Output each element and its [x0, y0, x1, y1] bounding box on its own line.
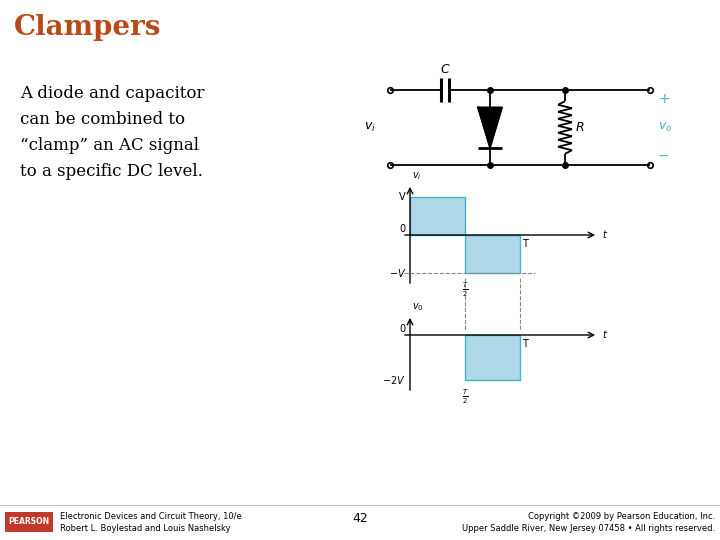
Text: $v_i$: $v_i$ — [412, 170, 422, 182]
Text: Copyright ©2009 by Pearson Education, Inc.
Upper Saddle River, New Jersey 07458 : Copyright ©2009 by Pearson Education, In… — [462, 512, 715, 533]
FancyBboxPatch shape — [5, 512, 53, 532]
Text: Clampers: Clampers — [14, 14, 161, 41]
Text: R: R — [576, 121, 585, 134]
Text: t: t — [602, 330, 606, 340]
Text: V: V — [400, 192, 406, 202]
Text: $-2V$: $-2V$ — [382, 374, 406, 386]
Text: +: + — [658, 92, 670, 106]
Text: $\frac{T}{2}$: $\frac{T}{2}$ — [462, 281, 468, 299]
Text: 0: 0 — [400, 324, 406, 334]
Text: 42: 42 — [352, 512, 368, 525]
Bar — [410, 197, 465, 235]
Text: C: C — [441, 63, 449, 76]
Text: $v_i$: $v_i$ — [364, 121, 376, 134]
Text: −: − — [658, 149, 670, 163]
Bar — [465, 335, 520, 380]
Text: T: T — [522, 239, 528, 249]
Text: $-V$: $-V$ — [389, 267, 406, 279]
Text: Electronic Devices and Circuit Theory, 10/e
Robert L. Boylestad and Louis Nashel: Electronic Devices and Circuit Theory, 1… — [60, 512, 242, 533]
Text: 0: 0 — [400, 224, 406, 234]
Text: $\frac{T}{2}$: $\frac{T}{2}$ — [462, 388, 468, 406]
Bar — [465, 235, 520, 273]
Text: t: t — [602, 230, 606, 240]
Text: A diode and capacitor
can be combined to
“clamp” an AC signal
to a specific DC l: A diode and capacitor can be combined to… — [20, 85, 204, 180]
Text: PEARSON: PEARSON — [9, 517, 50, 526]
Text: $v_0$: $v_0$ — [412, 301, 423, 313]
Polygon shape — [478, 107, 502, 147]
Text: $v_o$: $v_o$ — [658, 121, 672, 134]
Text: T: T — [522, 339, 528, 349]
